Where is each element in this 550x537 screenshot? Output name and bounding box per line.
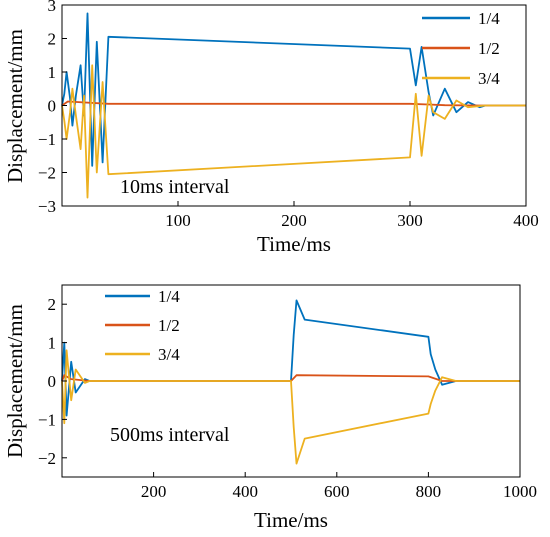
y-tick-label: 1 xyxy=(48,334,57,353)
chart-500ms: 200 400 600 800 1000 −2 −1 0 1 2 500ms interval T… xyxy=(3,284,537,532)
x-tick-label: 100 xyxy=(165,211,191,230)
y-tick-label: 2 xyxy=(48,30,57,49)
chart-500ms-xlabel: Time/ms xyxy=(254,508,328,532)
y-tick-label: 0 xyxy=(48,372,57,391)
x-tick-label: 400 xyxy=(513,211,539,230)
chart-10ms-ylabel: Displacement/mm xyxy=(3,29,27,183)
y-tick-label: −2 xyxy=(38,449,56,468)
y-tick-label: −3 xyxy=(38,197,56,216)
legend-label-1-2: 1/2 xyxy=(478,39,500,58)
y-tick-label: 2 xyxy=(48,295,57,314)
chart-10ms: 100 200 300 400 −3 −2 −1 0 1 2 3 10ms interval Tim… xyxy=(3,0,539,256)
legend-label-1-4: 1/4 xyxy=(478,9,500,28)
chart-500ms-legend: 1/4 1/2 3/4 xyxy=(105,287,180,364)
legend-label-3-4: 3/4 xyxy=(158,345,180,364)
y-tick-label: 1 xyxy=(48,63,57,82)
x-tick-label: 400 xyxy=(232,482,258,501)
series-line-1-4 xyxy=(61,299,520,417)
x-tick-label: 800 xyxy=(416,482,442,501)
chart-500ms-ylabel: Displacement/mm xyxy=(3,304,27,458)
chart-10ms-legend: 1/4 1/2 3/4 xyxy=(422,9,500,88)
legend-label-3-4: 3/4 xyxy=(478,69,500,88)
y-tick-label: −1 xyxy=(38,410,56,429)
legend-label-1-4: 1/4 xyxy=(158,287,180,306)
x-tick-label: 200 xyxy=(281,211,307,230)
series-line-3-4 xyxy=(61,349,520,465)
series-line-1-4 xyxy=(61,12,526,167)
chart-500ms-series xyxy=(61,299,520,465)
chart-10ms-ticks: 100 200 300 400 −3 −2 −1 0 1 2 3 xyxy=(38,0,539,230)
x-tick-label: 600 xyxy=(324,482,350,501)
legend-label-1-2: 1/2 xyxy=(158,316,180,335)
chart-10ms-annotation: 10ms interval xyxy=(120,176,230,198)
series-line-3-4 xyxy=(61,64,526,199)
y-tick-label: 0 xyxy=(48,97,57,116)
chart-10ms-series xyxy=(61,12,526,199)
y-tick-label: −2 xyxy=(38,164,56,183)
x-tick-label: 300 xyxy=(397,211,423,230)
x-tick-label: 1000 xyxy=(503,482,537,501)
y-tick-label: 3 xyxy=(48,0,57,15)
chart-500ms-ticks: 200 400 600 800 1000 −2 −1 0 1 2 xyxy=(38,295,537,501)
x-tick-label: 200 xyxy=(141,482,167,501)
chart-10ms-xlabel: Time/ms xyxy=(257,232,331,256)
y-tick-label: −1 xyxy=(38,130,56,149)
chart-500ms-annotation: 500ms interval xyxy=(110,424,230,446)
